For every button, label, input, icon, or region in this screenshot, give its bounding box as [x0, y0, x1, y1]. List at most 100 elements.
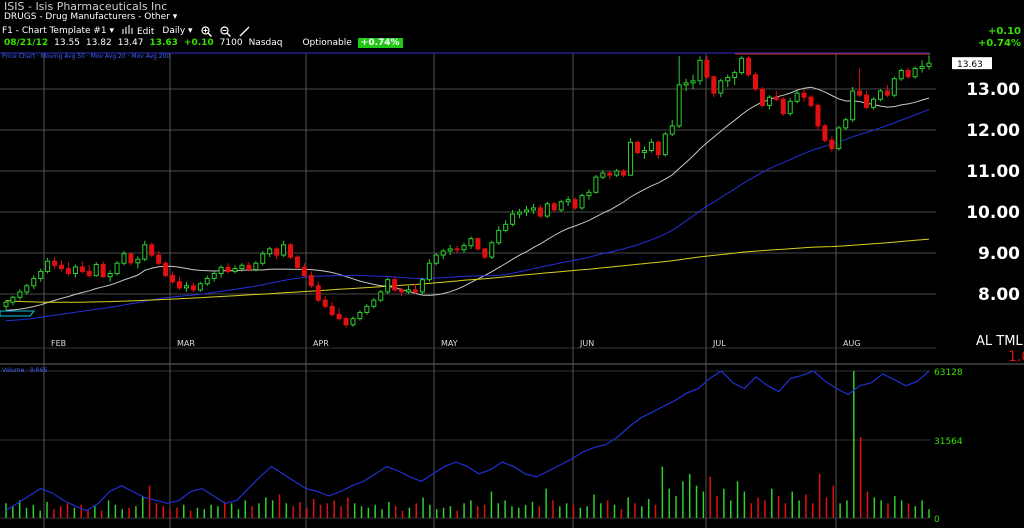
candle-body — [406, 289, 412, 293]
candle-body — [142, 244, 148, 260]
month-label: AUG — [843, 339, 861, 348]
quote-volume: 7100 — [219, 38, 243, 48]
candle-body — [905, 70, 911, 78]
candle-body — [419, 279, 425, 293]
draw-line-icon[interactable] — [239, 26, 250, 37]
company-name: Isis Pharmaceuticals Inc — [35, 0, 168, 13]
header-change-abs: +0.10 — [987, 26, 1021, 37]
candle-body — [322, 299, 328, 307]
chevron-down-icon: ▾ — [172, 12, 178, 22]
month-label: MAR — [177, 339, 195, 348]
candle-body — [343, 318, 349, 326]
candle-body — [773, 96, 779, 100]
candle-body — [336, 314, 342, 320]
candle-body — [246, 264, 252, 270]
candle-body — [197, 283, 203, 291]
candle-body — [600, 172, 606, 178]
period-label: Daily — [162, 26, 186, 36]
candle-body — [170, 275, 176, 283]
candle-body — [371, 299, 377, 307]
quote-low: 13.47 — [117, 38, 144, 48]
candle-body — [329, 305, 335, 315]
candle-body — [725, 77, 731, 82]
template-dropdown[interactable]: F1 - Chart Template #1 ▾ — [2, 26, 114, 36]
candle-body — [218, 266, 224, 275]
candle-body — [759, 88, 765, 106]
candle-body — [59, 264, 65, 270]
candle-body — [183, 285, 189, 289]
ticker-symbol[interactable]: ISIS — [4, 0, 25, 13]
candle-body — [38, 270, 44, 279]
candle-body — [412, 289, 418, 293]
volume-ma-line — [5, 370, 930, 512]
candle-body — [232, 268, 238, 272]
chevron-down-icon: ▾ — [188, 26, 193, 36]
candle-body — [857, 90, 863, 96]
candle-body — [135, 258, 141, 264]
volume-axis-label: 63128 — [934, 368, 963, 378]
candle-body — [850, 90, 856, 121]
candle-body — [468, 238, 474, 247]
month-label: JUN — [579, 339, 594, 348]
period-dropdown[interactable]: Daily ▾ — [162, 26, 192, 36]
candle-body — [648, 141, 654, 152]
candle-body — [239, 264, 245, 270]
quote-open: 13.55 — [54, 38, 80, 48]
bar-chart-icon — [122, 25, 134, 34]
candle-body — [253, 262, 259, 270]
edit-button[interactable]: Edit — [122, 25, 154, 37]
candle-body — [822, 125, 828, 141]
candle-body — [65, 268, 71, 274]
candle-body — [350, 318, 356, 326]
candle-body — [558, 201, 564, 211]
candle-body — [107, 273, 113, 278]
candle-body — [461, 245, 467, 251]
candle-body — [100, 263, 106, 278]
candle-body — [870, 98, 876, 108]
price-legend: Price Chart · Moving Avg 50 · Mov Avg 20… — [2, 53, 170, 60]
change-pct-badge: +0.74% — [357, 38, 403, 48]
candle-body — [551, 203, 557, 211]
candle-body — [114, 262, 120, 274]
candle-body — [149, 244, 155, 256]
quote-close: 13.63 — [149, 38, 178, 48]
candle-body — [544, 203, 550, 217]
candle-body — [628, 141, 634, 176]
zoom-out-icon[interactable] — [219, 25, 231, 37]
candle-body — [815, 104, 821, 127]
candle-body — [281, 244, 287, 256]
candle-body — [440, 250, 446, 256]
zoom-in-icon[interactable] — [200, 25, 212, 37]
candle-body — [426, 262, 432, 281]
volume-axis-label: 31564 — [934, 437, 963, 447]
axis-labels: 13.00 12.00 11.00 10.00 9.00 8.00 63128 31564 0 F… — [0, 53, 1024, 525]
candle-body — [732, 72, 738, 79]
candle-body — [593, 176, 599, 193]
candle-body — [274, 248, 280, 256]
candle-body — [315, 285, 321, 301]
candle-body — [288, 244, 294, 258]
scroll-marker — [0, 310, 36, 317]
candle-body — [794, 92, 800, 102]
candle-body — [475, 238, 481, 250]
candle-body — [190, 285, 196, 291]
candle-body — [926, 62, 932, 67]
candle-body — [655, 141, 661, 156]
candle-body — [510, 213, 516, 225]
chevron-down-icon: ▾ — [109, 26, 115, 36]
candle-body — [523, 209, 529, 213]
candle-body — [683, 82, 689, 86]
candle-body — [357, 311, 363, 320]
industry-selector[interactable]: DRUGS - Drug Manufacturers - Other ▾ — [4, 12, 177, 22]
last-price-box — [952, 57, 992, 70]
candle-body — [267, 248, 273, 255]
candle-body — [753, 74, 759, 90]
price-axis-label: 8.00 — [978, 285, 1020, 305]
candle-body — [787, 100, 793, 115]
candle-body — [801, 92, 807, 98]
month-label: JUL — [712, 339, 726, 348]
volume-legend: Volume · 9,666 — [2, 367, 47, 374]
candle-body — [225, 266, 231, 272]
last-price-label: 13.63 — [957, 60, 983, 70]
